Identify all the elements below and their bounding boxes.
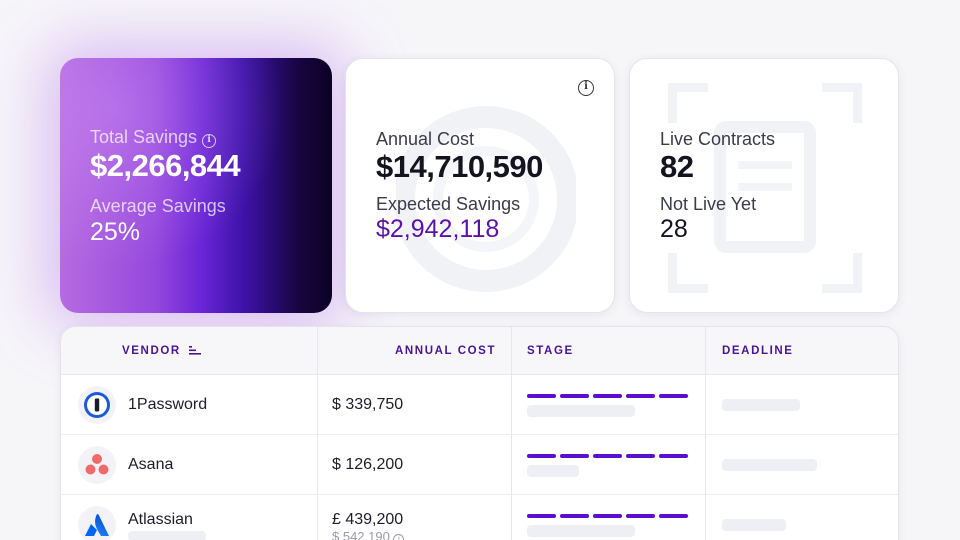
- annual-cost-column-header[interactable]: ANNUAL COST: [395, 345, 497, 357]
- deadline-placeholder: [722, 399, 800, 411]
- average-savings-label: Average Savings: [90, 196, 226, 216]
- stage-placeholder: [527, 405, 635, 417]
- deadline-placeholder: [722, 519, 786, 531]
- table-header: VENDOR ANNUAL COST STAGE DEADLINE: [61, 327, 898, 375]
- info-icon[interactable]: i: [578, 80, 594, 96]
- contracts-card: Live Contracts 82 Not Live Yet 28: [629, 58, 899, 313]
- stage-progress: [527, 454, 688, 458]
- atlassian-logo-icon: [78, 506, 116, 540]
- stage-placeholder: [527, 465, 579, 477]
- vendor-name: Asana: [128, 456, 174, 473]
- live-contracts-label: Live Contracts: [660, 129, 776, 149]
- stage-segment: [626, 394, 655, 398]
- deadline-placeholder: [722, 459, 817, 471]
- table-row[interactable]: Asana $ 126,200: [61, 435, 898, 495]
- stage-segment: [626, 514, 655, 518]
- total-savings-card: Total Savings i $2,266,844 Average Saving…: [60, 58, 332, 313]
- stage-segment: [593, 394, 622, 398]
- 1password-logo-icon: [78, 386, 116, 424]
- average-savings-value: 25%: [90, 218, 141, 246]
- stage-segment: [560, 454, 589, 458]
- stage-segment: [593, 514, 622, 518]
- converted-cost: $ 542,190 i: [332, 529, 405, 540]
- annual-cost-value: $ 126,200: [332, 456, 404, 473]
- info-icon[interactable]: i: [393, 534, 405, 540]
- not-live-value: 28: [660, 215, 688, 243]
- sort-icon[interactable]: [188, 346, 202, 356]
- stage-placeholder: [527, 525, 635, 537]
- total-savings-label: Total Savings i: [90, 127, 217, 148]
- not-live-label: Not Live Yet: [660, 194, 757, 214]
- stage-progress: [527, 394, 688, 398]
- column-divider: [705, 327, 706, 540]
- expected-savings-label: Expected Savings: [376, 194, 521, 214]
- total-savings-label-text: Total Savings: [90, 127, 198, 147]
- vendor-placeholder: [128, 531, 206, 540]
- vendor-name: Atlassian: [128, 511, 193, 528]
- total-savings-value: $2,266,844: [90, 148, 241, 183]
- stage-segment: [560, 394, 589, 398]
- deadline-column-header[interactable]: DEADLINE: [722, 345, 794, 357]
- vendor-header-label: VENDOR: [122, 345, 181, 357]
- annual-cost-value: $14,710,590: [376, 149, 543, 184]
- column-divider: [317, 327, 318, 540]
- column-divider: [511, 327, 512, 540]
- stage-segment: [527, 394, 556, 398]
- stage-segment: [593, 454, 622, 458]
- annual-cost-card: i Annual Cost $14,710,590 Expected Savin…: [345, 58, 615, 313]
- annual-cost-value: $ 339,750: [332, 396, 404, 413]
- stage-segment: [527, 454, 556, 458]
- vendor-column-header[interactable]: VENDOR: [122, 327, 202, 375]
- stage-segment: [659, 394, 688, 398]
- stage-segment: [527, 514, 556, 518]
- annual-cost-label: Annual Cost: [376, 129, 475, 149]
- stage-segment: [560, 514, 589, 518]
- table-row[interactable]: 1Password $ 339,750: [61, 375, 898, 435]
- stage-segment: [659, 454, 688, 458]
- document-watermark-icon: [668, 83, 862, 293]
- expected-savings-value: $2,942,118: [376, 215, 500, 243]
- asana-logo-icon: [78, 446, 116, 484]
- vendor-table: VENDOR ANNUAL COST STAGE DEADLINE 1Passw…: [60, 326, 899, 540]
- table-row[interactable]: Atlassian £ 439,200 $ 542,190 i: [61, 495, 898, 540]
- converted-cost-value: $ 542,190: [332, 529, 390, 540]
- annual-cost-value: £ 439,200: [332, 511, 404, 528]
- stage-segment: [626, 454, 655, 458]
- stage-column-header[interactable]: STAGE: [527, 345, 574, 357]
- stage-progress: [527, 514, 688, 518]
- info-icon[interactable]: i: [202, 134, 217, 148]
- vendor-name: 1Password: [128, 396, 208, 413]
- stage-segment: [659, 514, 688, 518]
- live-contracts-value: 82: [660, 149, 694, 184]
